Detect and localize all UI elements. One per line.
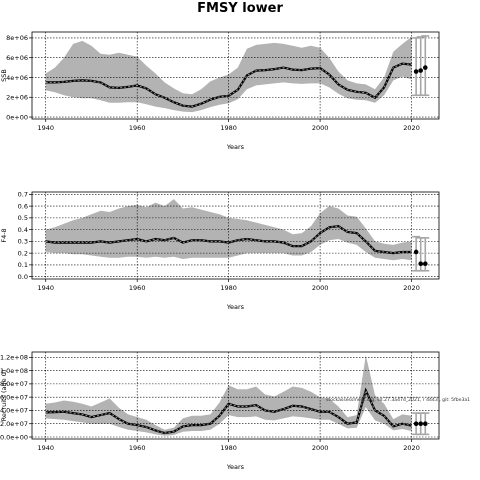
x-tick-label: 1940 xyxy=(37,444,54,452)
y-tick-label: 0e+00 xyxy=(6,113,28,121)
y-tick-label: 0.5 xyxy=(18,214,28,222)
panel-1: 1940 1960 1980 2000 2020 0e+00 2e+06 4e+06 6e+06… xyxy=(0,31,440,151)
y-tick-label: 6e+06 xyxy=(6,54,28,62)
x-tick-label: 2020 xyxy=(403,284,420,292)
forecast-point xyxy=(418,421,424,427)
x-tick-label: 1940 xyxy=(37,284,54,292)
y-axis-label: SSB xyxy=(0,69,8,82)
y-tick-label: 0.1 xyxy=(18,261,28,269)
x-tick-label: 2000 xyxy=(312,284,329,292)
x-tick-label: 2000 xyxy=(312,444,329,452)
x-tick-label: 1980 xyxy=(220,444,237,452)
x-tick-label: 1960 xyxy=(129,284,146,292)
forecast-point xyxy=(422,261,428,267)
y-tick-label: 0.0e+00 xyxy=(0,433,28,441)
chart-title: FMSY lower xyxy=(197,1,283,16)
panel-3: 1940 1960 1980 2000 2020 0.0e+00 2.0e+07 4.0e+0… xyxy=(0,351,440,471)
x-tick-label: 1980 xyxy=(220,124,237,132)
x-tick-label: 1960 xyxy=(129,124,146,132)
y-tick-label: 0.4 xyxy=(18,226,28,234)
x-tick-label: 1940 xyxy=(37,124,54,132)
y-tick-label: 2e+06 xyxy=(6,94,28,102)
x-tick-label: 2020 xyxy=(403,124,420,132)
forecast-point xyxy=(418,261,424,267)
median-line-dash xyxy=(45,389,412,434)
x-axis-label: Years xyxy=(226,143,245,151)
x-axis-label: Years xyxy=(226,463,245,471)
y-tick-label: 0.3 xyxy=(18,238,28,246)
x-tick-label: 1960 xyxy=(129,444,146,452)
y-tick-label: 0.7 xyxy=(18,191,28,199)
x-tick-label: 2000 xyxy=(312,124,329,132)
y-tick-label: 1.2e+08 xyxy=(0,354,28,362)
forecast-point xyxy=(413,249,419,255)
y-tick-label: 6.0e+07 xyxy=(0,393,28,401)
median-line-dash xyxy=(45,225,412,254)
x-tick-label: 2020 xyxy=(403,444,420,452)
plot-frame xyxy=(31,351,440,440)
forecast-point xyxy=(422,65,428,70)
forecast-point xyxy=(413,421,419,427)
y-tick-label: 0.6 xyxy=(18,202,28,210)
y-tick-label: 2.0e+07 xyxy=(0,420,28,428)
y-tick-label: 0.0 xyxy=(18,273,28,281)
forecast-point xyxy=(413,69,419,74)
x-tick-label: 1980 xyxy=(220,284,237,292)
y-tick-label: 4e+06 xyxy=(6,74,28,82)
median-line-dash xyxy=(45,63,412,108)
y-axis-label: F4-8 xyxy=(0,228,8,242)
x-axis-label: Years xyxy=(226,303,245,311)
forecast-point xyxy=(418,68,424,73)
plot-frame xyxy=(31,191,440,280)
y-tick-label: 4.0e+07 xyxy=(0,407,28,415)
y-axis-label: Recruits (age 0) xyxy=(0,370,8,422)
plot-frame xyxy=(31,31,440,120)
y-tick-label: 1.0e+08 xyxy=(0,367,28,375)
y-tick-label: 0.2 xyxy=(18,249,28,257)
y-tick-label: 8e+06 xyxy=(6,34,28,42)
panel-2: 1940 1960 1980 2000 2020 0.0 0.1 0.2 0.3 0.4 0.5 0.… xyxy=(0,191,440,311)
y-tick-label: 8.0e+07 xyxy=(0,380,28,388)
forecast-point xyxy=(422,421,428,427)
watermark-text: stockassessment.org, sd.27.3a47d_2021, r… xyxy=(326,397,470,403)
